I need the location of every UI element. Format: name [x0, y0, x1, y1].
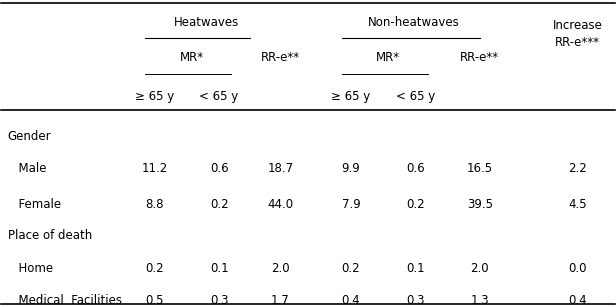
Text: 16.5: 16.5	[467, 162, 493, 175]
Text: Home: Home	[10, 261, 53, 275]
Text: 0.4: 0.4	[569, 294, 587, 307]
Text: 9.9: 9.9	[341, 162, 360, 175]
Text: 7.9: 7.9	[341, 198, 360, 211]
Text: 0.4: 0.4	[342, 294, 360, 307]
Text: 18.7: 18.7	[267, 162, 293, 175]
Text: ≥ 65 y: ≥ 65 y	[135, 90, 174, 103]
Text: 0.2: 0.2	[342, 261, 360, 275]
Text: 44.0: 44.0	[267, 198, 293, 211]
Text: 39.5: 39.5	[467, 198, 493, 211]
Text: Female: Female	[10, 198, 61, 211]
Text: 0.0: 0.0	[569, 261, 587, 275]
Text: 0.6: 0.6	[406, 162, 424, 175]
Text: 2.0: 2.0	[271, 261, 290, 275]
Text: 0.2: 0.2	[145, 261, 164, 275]
Text: 0.6: 0.6	[210, 162, 229, 175]
Text: 1.3: 1.3	[471, 294, 489, 307]
Text: 0.3: 0.3	[406, 294, 424, 307]
Text: Male: Male	[10, 162, 46, 175]
Text: < 65 y: < 65 y	[200, 90, 239, 103]
Text: MR*: MR*	[376, 51, 400, 64]
Text: RR-e**: RR-e**	[460, 51, 499, 64]
Text: Gender: Gender	[7, 130, 51, 143]
Text: Increase
RR-e***: Increase RR-e***	[553, 19, 602, 49]
Text: Non-heatwaves: Non-heatwaves	[368, 16, 460, 29]
Text: 2.0: 2.0	[471, 261, 489, 275]
Text: 0.5: 0.5	[145, 294, 164, 307]
Text: 1.7: 1.7	[271, 294, 290, 307]
Text: Medical  Facilities: Medical Facilities	[10, 294, 121, 307]
Text: < 65 y: < 65 y	[395, 90, 435, 103]
Text: 0.3: 0.3	[210, 294, 229, 307]
Text: 0.1: 0.1	[406, 261, 424, 275]
Text: 11.2: 11.2	[142, 162, 168, 175]
Text: 0.1: 0.1	[210, 261, 229, 275]
Text: Place of death: Place of death	[7, 229, 92, 242]
Text: 8.8: 8.8	[145, 198, 164, 211]
Text: RR-e**: RR-e**	[261, 51, 300, 64]
Text: Heatwaves: Heatwaves	[174, 16, 240, 29]
Text: ≥ 65 y: ≥ 65 y	[331, 90, 371, 103]
Text: 4.5: 4.5	[569, 198, 587, 211]
Text: 0.2: 0.2	[210, 198, 229, 211]
Text: 2.2: 2.2	[569, 162, 587, 175]
Text: 0.2: 0.2	[406, 198, 424, 211]
Text: MR*: MR*	[179, 51, 203, 64]
